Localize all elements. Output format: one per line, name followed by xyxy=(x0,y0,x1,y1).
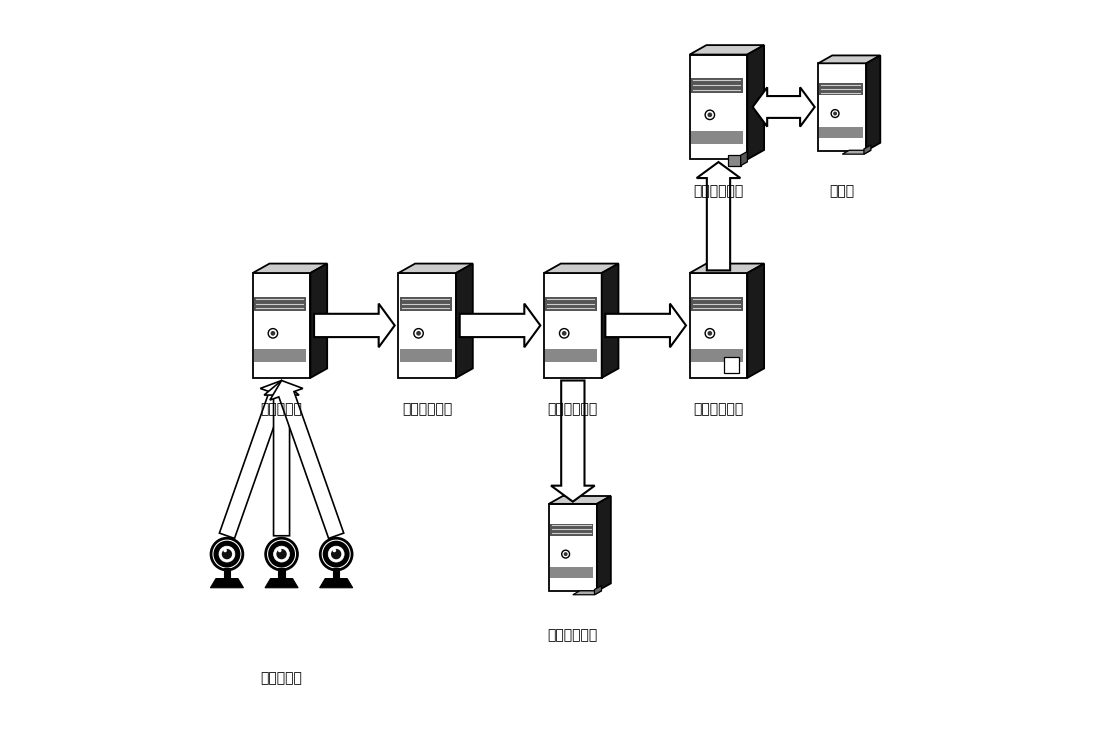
Circle shape xyxy=(563,552,568,556)
Polygon shape xyxy=(747,264,764,378)
Circle shape xyxy=(268,329,278,338)
Polygon shape xyxy=(690,264,764,273)
Circle shape xyxy=(277,549,287,559)
Polygon shape xyxy=(691,78,743,93)
Polygon shape xyxy=(597,496,611,591)
Polygon shape xyxy=(398,273,456,378)
Polygon shape xyxy=(753,87,814,126)
Text: 轨迹生成模块: 轨迹生成模块 xyxy=(693,402,744,416)
Circle shape xyxy=(278,548,281,553)
Polygon shape xyxy=(594,586,602,595)
Polygon shape xyxy=(690,273,747,378)
Text: 叉车识别模块: 叉车识别模块 xyxy=(402,402,452,416)
Polygon shape xyxy=(333,568,339,578)
Polygon shape xyxy=(219,381,293,539)
Polygon shape xyxy=(545,349,597,362)
Circle shape xyxy=(331,549,342,559)
Circle shape xyxy=(560,329,569,338)
Polygon shape xyxy=(691,349,743,362)
Polygon shape xyxy=(544,264,618,273)
Circle shape xyxy=(562,550,570,558)
Polygon shape xyxy=(400,297,452,311)
Polygon shape xyxy=(549,496,611,504)
Polygon shape xyxy=(314,303,395,347)
Circle shape xyxy=(562,331,566,336)
Polygon shape xyxy=(820,83,863,95)
Text: 摄像头阵列: 摄像头阵列 xyxy=(260,672,302,686)
Text: 监控显示模块: 监控显示模块 xyxy=(693,183,744,197)
Polygon shape xyxy=(549,504,597,591)
Polygon shape xyxy=(270,381,344,539)
Text: 数据库: 数据库 xyxy=(830,183,855,197)
Circle shape xyxy=(273,546,290,562)
Polygon shape xyxy=(279,568,284,578)
Polygon shape xyxy=(400,349,452,362)
Circle shape xyxy=(224,548,227,553)
Polygon shape xyxy=(320,578,353,588)
Circle shape xyxy=(833,112,838,115)
Polygon shape xyxy=(728,155,741,166)
Circle shape xyxy=(323,541,349,567)
Polygon shape xyxy=(602,264,618,378)
Circle shape xyxy=(707,331,712,336)
Polygon shape xyxy=(690,45,764,55)
Polygon shape xyxy=(398,264,473,273)
Polygon shape xyxy=(819,64,866,151)
Polygon shape xyxy=(696,162,741,270)
Polygon shape xyxy=(224,568,230,578)
Circle shape xyxy=(707,113,712,117)
Polygon shape xyxy=(842,151,871,154)
Circle shape xyxy=(219,546,235,562)
Circle shape xyxy=(705,329,714,338)
Text: 条码识别模块: 条码识别模块 xyxy=(548,628,598,642)
Polygon shape xyxy=(264,381,299,536)
Polygon shape xyxy=(605,303,685,347)
Polygon shape xyxy=(266,578,298,588)
Polygon shape xyxy=(456,264,473,378)
Polygon shape xyxy=(691,297,743,311)
Circle shape xyxy=(268,541,295,567)
Polygon shape xyxy=(550,523,593,536)
Polygon shape xyxy=(819,56,880,64)
Polygon shape xyxy=(210,578,244,588)
Polygon shape xyxy=(741,151,747,166)
Polygon shape xyxy=(724,357,738,373)
Polygon shape xyxy=(551,381,595,501)
Circle shape xyxy=(222,549,233,559)
Polygon shape xyxy=(820,126,863,137)
Polygon shape xyxy=(866,56,880,151)
Polygon shape xyxy=(545,297,597,311)
Polygon shape xyxy=(252,264,327,273)
Polygon shape xyxy=(460,303,540,347)
Polygon shape xyxy=(252,273,311,378)
Circle shape xyxy=(414,329,423,338)
Polygon shape xyxy=(747,45,764,159)
Polygon shape xyxy=(255,297,306,311)
Circle shape xyxy=(214,541,240,567)
Polygon shape xyxy=(255,349,306,362)
Circle shape xyxy=(417,331,421,336)
Circle shape xyxy=(333,548,336,553)
Circle shape xyxy=(705,110,714,120)
Polygon shape xyxy=(544,273,602,378)
Polygon shape xyxy=(864,145,871,154)
Polygon shape xyxy=(690,55,747,159)
Text: 视频源模块: 视频源模块 xyxy=(260,402,302,416)
Text: 叉车追踪模块: 叉车追踪模块 xyxy=(548,402,598,416)
Polygon shape xyxy=(311,264,327,378)
Circle shape xyxy=(328,546,344,562)
Circle shape xyxy=(271,331,276,336)
Polygon shape xyxy=(691,131,743,144)
Polygon shape xyxy=(573,591,602,595)
Circle shape xyxy=(831,110,839,118)
Polygon shape xyxy=(550,567,593,578)
